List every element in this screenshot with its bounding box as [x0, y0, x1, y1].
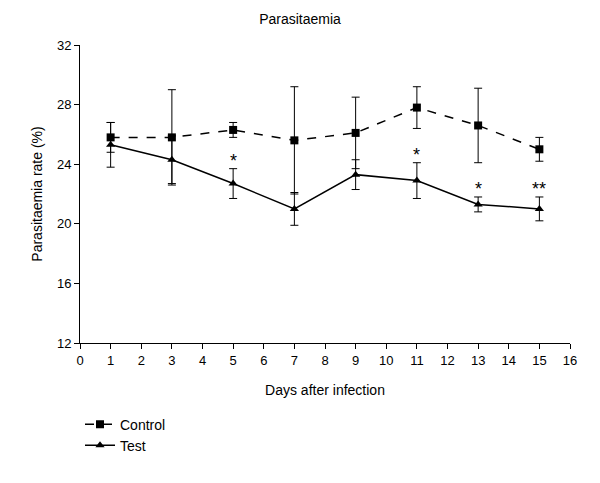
- svg-text:Days after infection: Days after infection: [265, 382, 385, 398]
- svg-text:*: *: [413, 145, 420, 165]
- svg-text:12: 12: [440, 353, 454, 368]
- svg-text:15: 15: [532, 353, 546, 368]
- svg-text:24: 24: [57, 157, 71, 172]
- svg-text:4: 4: [199, 353, 206, 368]
- svg-text:9: 9: [352, 353, 359, 368]
- svg-text:Parasitaemia rate (%): Parasitaemia rate (%): [29, 126, 45, 261]
- svg-text:32: 32: [57, 38, 71, 53]
- svg-text:8: 8: [321, 353, 328, 368]
- svg-text:2: 2: [138, 353, 145, 368]
- svg-text:*: *: [475, 179, 482, 199]
- svg-text:13: 13: [471, 353, 485, 368]
- svg-text:5: 5: [230, 353, 237, 368]
- svg-text:**: **: [532, 179, 546, 199]
- svg-text:14: 14: [502, 353, 516, 368]
- svg-text:Test: Test: [120, 438, 146, 454]
- svg-text:28: 28: [57, 97, 71, 112]
- svg-text:6: 6: [260, 353, 267, 368]
- svg-text:1: 1: [107, 353, 114, 368]
- svg-text:*: *: [230, 151, 237, 171]
- svg-text:11: 11: [410, 353, 424, 368]
- svg-text:10: 10: [379, 353, 393, 368]
- svg-text:12: 12: [57, 336, 71, 351]
- svg-text:16: 16: [563, 353, 577, 368]
- svg-text:0: 0: [76, 353, 83, 368]
- svg-text:Control: Control: [120, 417, 165, 433]
- svg-text:3: 3: [168, 353, 175, 368]
- svg-text:20: 20: [57, 216, 71, 231]
- svg-text:Parasitaemia: Parasitaemia: [259, 11, 341, 27]
- svg-text:7: 7: [291, 353, 298, 368]
- svg-text:16: 16: [57, 276, 71, 291]
